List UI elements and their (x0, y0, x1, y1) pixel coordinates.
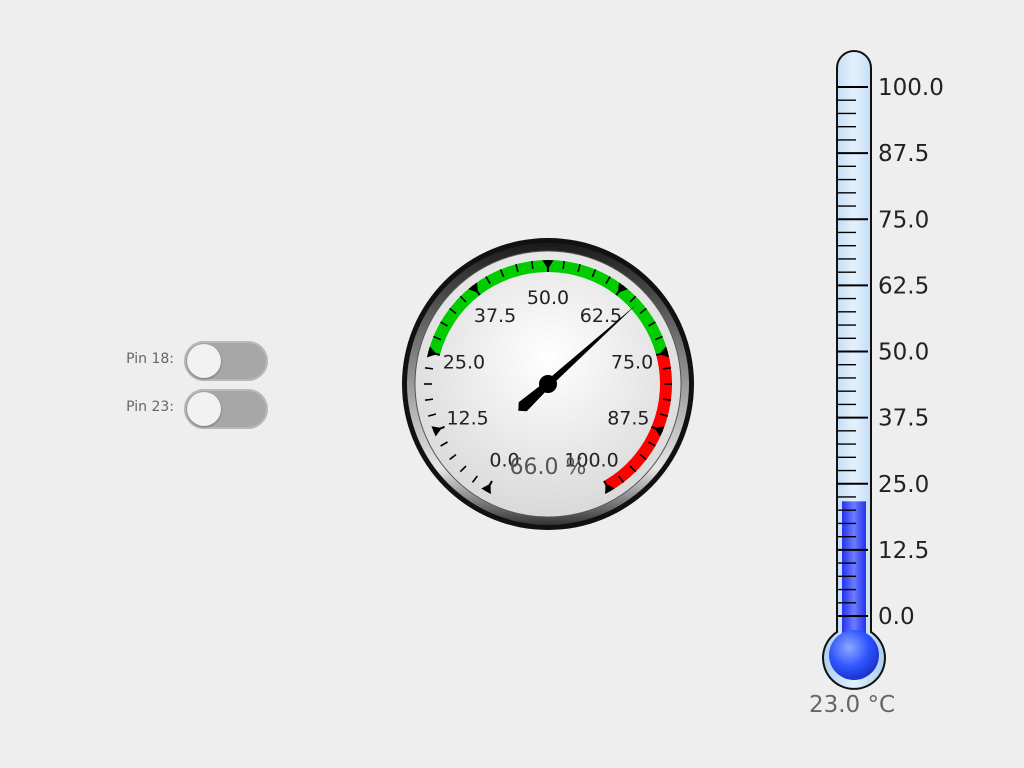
gauge-tick-marker (481, 483, 491, 495)
gauge-minor-tick (424, 398, 434, 401)
gauge-minor-tick (424, 367, 434, 370)
gauge-minor-tick (629, 465, 637, 473)
gauge-tick-label: 37.5 (474, 305, 516, 327)
thermometer-bulb (829, 630, 879, 680)
gauge-tick-marker (542, 260, 554, 269)
gauge-tick-marker (426, 346, 437, 358)
thermometer-value-readout: 23.0 °C (809, 692, 895, 718)
gauge-minor-tick (485, 276, 491, 284)
gauge-minor-tick (515, 264, 519, 273)
gauge-minor-tick (648, 321, 656, 327)
gauge-minor-tick (639, 307, 647, 315)
gauge-tick-label: 0.0 (489, 449, 519, 471)
gauge-minor-tick (629, 295, 637, 303)
gauge-minor-tick (471, 475, 479, 483)
gauge-tick-marker (654, 426, 665, 437)
gauge-needle (518, 303, 638, 412)
gauge-minor-tick (648, 441, 656, 447)
gauge-minor-tick (654, 335, 663, 341)
pin-23-label: Pin 23: (126, 399, 174, 415)
gauge-minor-tick (617, 475, 625, 483)
thermometer-tick-label: 50.0 (878, 340, 929, 366)
gauge-value-readout: 66.0 % (510, 455, 587, 480)
gauge-minor-tick (440, 441, 448, 447)
gauge-minor-tick (662, 398, 672, 401)
thermometer-tick-label: 75.0 (878, 207, 929, 233)
pin-23-toggle-knob[interactable] (187, 392, 221, 426)
pin-18-toggle-knob[interactable] (187, 344, 221, 378)
thermometer-tick-label: 25.0 (878, 472, 929, 498)
gauge-minor-tick (449, 453, 457, 461)
gauge-tick-label: 75.0 (611, 351, 653, 373)
gauge-tick-marker (659, 346, 670, 358)
thermometer-tick-label: 62.5 (878, 273, 929, 299)
gauge-tick-marker (618, 282, 628, 293)
pin-18-toggle[interactable] (184, 341, 268, 381)
gauge-minor-tick (449, 307, 457, 315)
thermometer-tick-label: 87.5 (878, 141, 929, 167)
pin-18-row: Pin 18: (0, 339, 300, 383)
gauge-tick-label: 87.5 (607, 407, 649, 429)
gauge-tick-marker (468, 282, 478, 293)
gauge-minor-tick (433, 335, 442, 341)
gauge-minor-tick (591, 269, 597, 278)
gauge-tick-label: 25.0 (443, 351, 485, 373)
thermometer-tick-label: 12.5 (878, 538, 929, 564)
gauge-minor-tick (499, 269, 505, 278)
gauge-tick-marker (605, 483, 615, 495)
gauge-minor-tick (577, 264, 581, 273)
gauge-minor-tick (662, 367, 672, 370)
gauge-minor-tick (459, 295, 467, 303)
gauge-minor-tick (459, 465, 467, 473)
thermometer-tick-label: 0.0 (878, 604, 915, 630)
gauge-tick-label: 100.0 (564, 449, 618, 471)
gauge-ticks (424, 260, 672, 495)
thermometer-ticks (837, 86, 868, 617)
gauge-minor-tick (605, 276, 611, 284)
gauge-tick-label: 50.0 (527, 287, 569, 309)
gauge-minor-tick (440, 321, 448, 327)
pin-18-label: Pin 18: (126, 351, 174, 367)
gauge-needle-hub (539, 375, 557, 393)
gauge-minor-tick (428, 413, 437, 417)
thermometer-tick-label: 100.0 (878, 75, 944, 101)
gauge-minor-tick (639, 453, 647, 461)
thermometer-tick-labels: 0.0 12.5 25.0 37.5 50.0 62.5 75.0 87.5 100.0 (878, 75, 944, 630)
gauge-minor-tick (531, 260, 534, 270)
thermometer-tube (822, 50, 886, 690)
pin-23-row: Pin 23: (0, 387, 300, 431)
gauge-tick-label: 62.5 (580, 305, 622, 327)
gauge-minor-tick (659, 413, 668, 417)
thermometer-tick-label: 37.5 (878, 406, 929, 432)
gauge-tick-label: 12.5 (446, 407, 488, 429)
gauge-tick-labels: 0.012.5 25.0 37.5 50.0 62.5 75.0 87.5 100.0 (443, 287, 653, 471)
pin-23-toggle[interactable] (184, 389, 268, 429)
gauge-tick-marker (431, 426, 442, 437)
gauge-minor-tick (562, 260, 565, 270)
